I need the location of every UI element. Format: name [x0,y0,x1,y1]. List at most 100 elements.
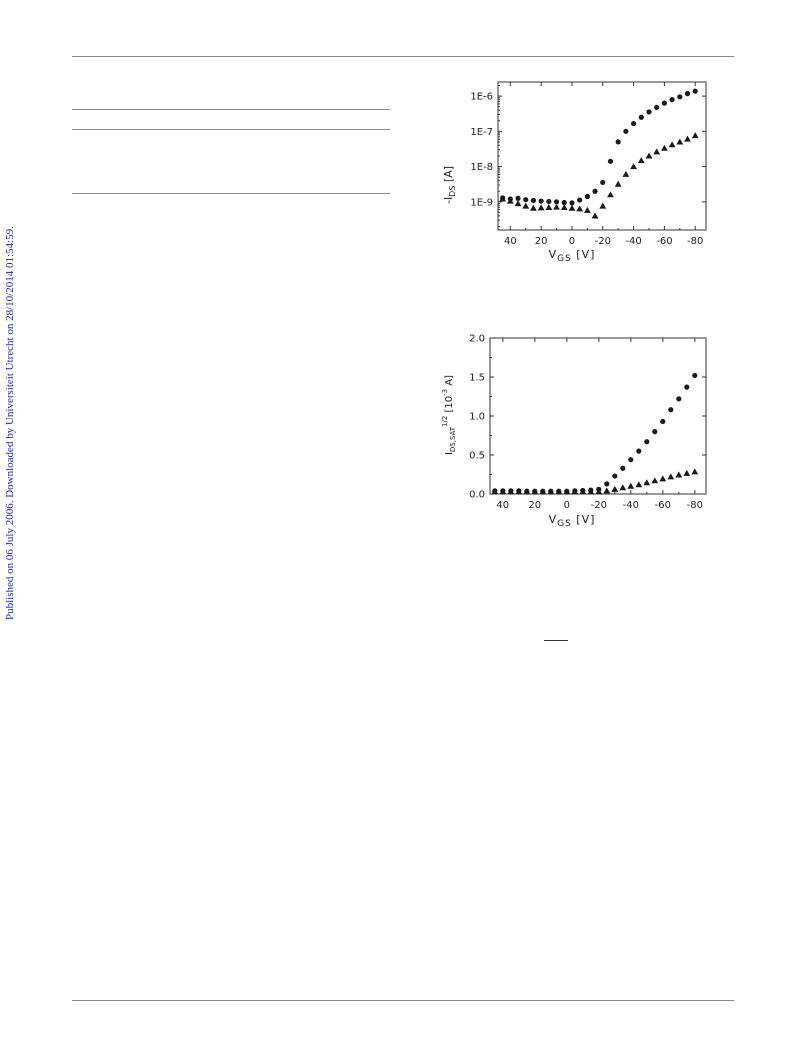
chart2-point-circle [676,396,682,402]
chart1-x-label: VGS [V] [549,248,596,264]
chart2-x-tick-label: -40 [623,500,639,511]
chart1-axes: 40 20 0 -20 -40 -60 -80 1E-9 1E-8 1E-7 1E-6 [470,81,707,247]
chart1-point-circle [584,193,590,200]
chart1-point-triangle [661,144,668,151]
chart2-point-triangle [691,468,699,475]
chart1-point-triangle [499,195,507,202]
chart1-point-circle [684,91,691,97]
chart2-point-triangle [595,488,603,495]
chart1-point-triangle [622,170,630,177]
chart2-y-tick-label: 1.5 [469,373,485,384]
chart1-point-triangle [537,204,545,211]
chart1-point-circle [615,139,621,145]
chart1-point-circle [523,197,529,203]
chart1-x-label-main: V [549,248,558,261]
chart1-point-circle [530,197,537,203]
chart2-point-triangle [507,488,515,495]
chart1-point-circle [592,188,598,194]
chart2-point-circle [620,465,626,471]
chart1-x-label-unit: [V] [572,248,596,261]
chart2-point-circle [684,384,690,390]
chart1-point-circle [677,94,683,100]
chart1-x-tick-label: -80 [687,236,703,247]
chart2-y-tick-label: 2.0 [469,334,485,345]
chart2-x-tick-label: 20 [528,500,541,511]
chart2-point-circle [636,448,642,454]
chart1-point-circle [515,195,521,201]
chart2-point-triangle [675,471,683,478]
chart1-point-triangle [568,204,576,211]
chart1-point-triangle [583,206,591,213]
chart1-point-triangle [506,197,514,204]
chart2-point-triangle [547,488,555,495]
chart1-point-circle [623,128,629,134]
chart2-y-label-main: I [444,452,455,455]
chart1-point-triangle [668,141,676,148]
chart2-y-label-mid: [10 [444,396,455,416]
table-bottom-rule [72,193,390,194]
chart1-point-triangle [676,138,684,145]
chart1-point-triangle [637,157,645,164]
chart2-point-triangle [499,488,507,495]
chart2-y-label-sub: DS,SAT [449,426,457,452]
chart1-point-triangle [599,202,607,209]
chart1-point-circle [553,199,560,205]
chart1-point-circle [577,197,583,203]
chart1-point-triangle [630,163,637,170]
chart2-point-circle [692,372,698,379]
chart1-point-circle [646,109,652,115]
chart2-point-circle [604,481,610,487]
chart1-point-circle [569,200,575,206]
chart2-point-circle [644,439,650,445]
chart1-x-tick-label: 20 [535,236,548,247]
chart1-y-tick-label: 1E-9 [470,197,493,208]
chart1-point-triangle [591,212,599,219]
chart2-y-label-sup: 1/2 [441,416,449,427]
chart1-point-circle [654,104,660,110]
chart2-x-label: VGS [V] [549,513,596,529]
chart2-y-label-end: A] [444,375,455,389]
chart2-point-triangle [587,488,595,495]
chart1-point-triangle [684,135,691,142]
chart1-point-triangle [553,203,560,210]
chart2-point-triangle [667,473,675,480]
chart1-point-triangle [691,132,699,139]
chart2-y-tick-label: 1.0 [469,412,485,423]
chart2-y-tick-label: 0.0 [469,490,485,501]
chart1-x-tick-label: -40 [625,236,641,247]
chart1-point-triangle [530,204,537,211]
chart1-y-label-unit: [A] [442,166,455,186]
chart2-y-label-sup2: -3 [441,389,449,396]
chart2-point-circle [652,429,658,435]
chart2-point-triangle [651,477,659,484]
chart2-point-triangle [659,475,667,482]
chart2-point-triangle [531,488,539,495]
chart2-y-label: IDS,SAT1/2 [10-3 A] [441,375,457,455]
chart1-point-triangle [514,200,522,207]
chart1-point-circle [607,158,614,164]
chart2-point-circle [660,418,666,425]
chart1-y-tick-label: 1E-6 [470,92,493,103]
chart1-point-circle [661,100,667,106]
chart2-point-triangle [579,488,587,495]
chart2-point-triangle [555,488,563,495]
chart2-point-triangle [611,485,619,492]
chart1-point-circle [638,114,644,120]
chart1-y-label-main: -I [442,197,455,204]
chart2-point-circle [668,407,674,413]
chart1-point-circle [669,97,675,103]
publication-sidebar-text: Published on 06 July 2006. Downloaded by… [4,226,16,620]
table-header-rule [72,129,390,130]
chart1-point-circle [546,198,552,205]
chart2-x-tick-label: -80 [687,500,703,511]
chart1-point-triangle [576,205,584,212]
chart2-frame [489,337,707,495]
chart2-point-triangle [563,488,571,495]
chart2-point-triangle [523,488,531,495]
chart1-point-circle [538,198,544,204]
chart2-point-triangle [515,488,523,495]
chart1-point-triangle [545,204,553,210]
transfer-curve-log-chart: 40 20 0 -20 -40 -60 -80 1E-9 1E-8 1E-7 1E-6 -IDS [… [442,81,707,264]
chart1-x-tick-label: 40 [504,236,517,247]
footer-rule [72,1000,734,1001]
